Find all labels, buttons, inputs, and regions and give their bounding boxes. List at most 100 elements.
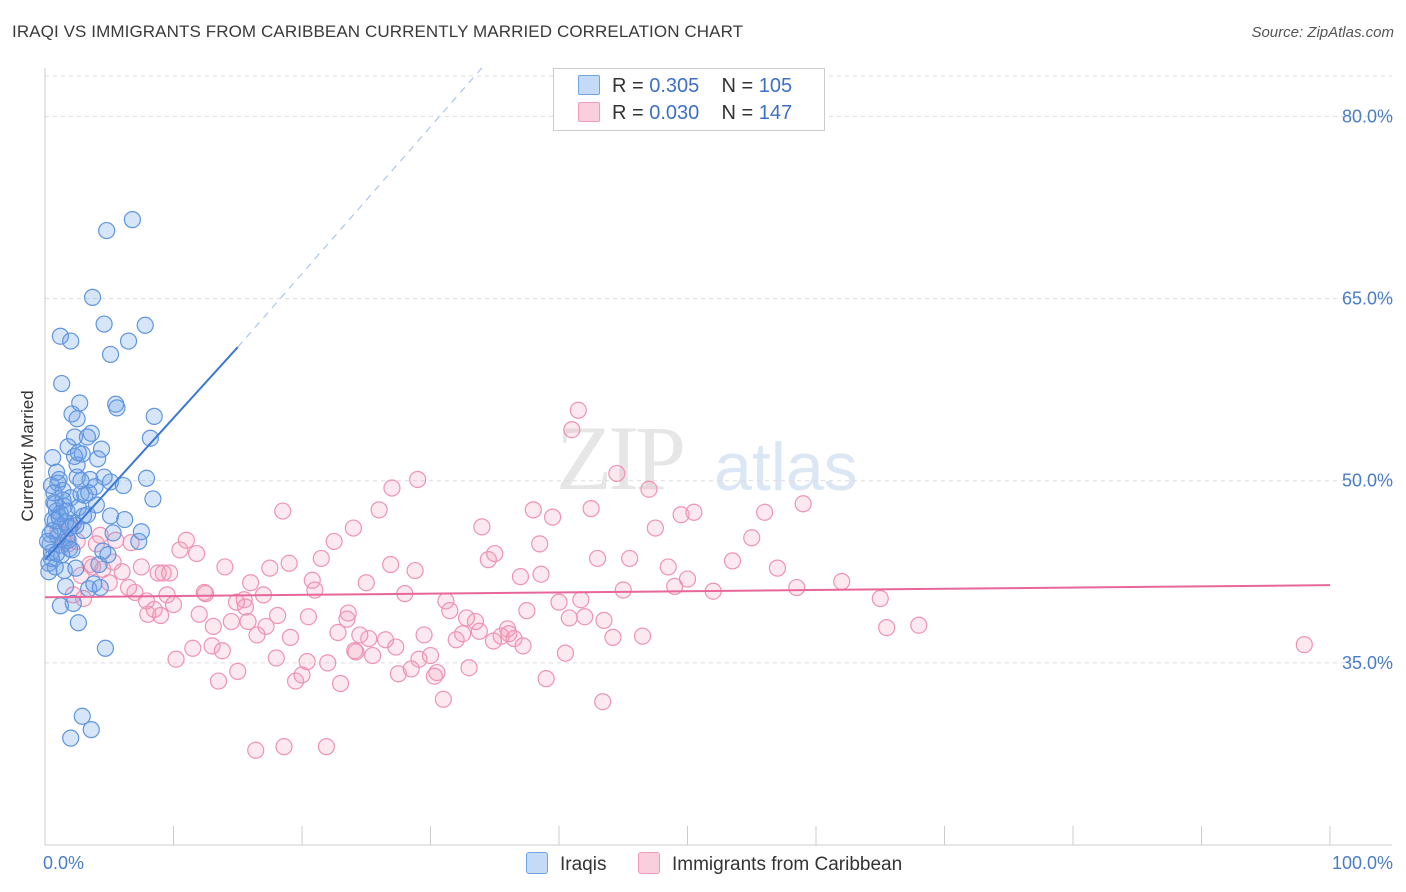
caribbean-point: [621, 549, 639, 568]
iraqi-point: [87, 496, 106, 514]
caribbean-point: [685, 503, 703, 521]
x-tick-label-end: 100.0%: [1332, 853, 1393, 873]
iraqi-trend-extension: [237, 67, 483, 348]
caribbean-point: [470, 622, 488, 640]
iraqi-point: [107, 395, 125, 413]
caribbean-point: [768, 559, 787, 577]
iraqi-point: [56, 577, 75, 595]
caribbean-point: [569, 401, 587, 419]
caribbean-point: [723, 552, 742, 570]
caribbean-point: [640, 480, 658, 498]
caribbean-point: [299, 608, 318, 626]
caribbean-point: [447, 631, 465, 649]
iraqi-point: [144, 490, 162, 508]
caribbean-point: [329, 623, 347, 642]
caribbean-point: [177, 531, 195, 549]
caribbean-point: [161, 564, 179, 582]
y-tick-label: 65.0%: [1342, 289, 1393, 309]
caribbean-point: [514, 637, 532, 655]
caribbean-point: [486, 544, 504, 563]
caribbean-point: [158, 586, 176, 604]
legend-n-value: 105: [758, 75, 793, 97]
caribbean-point: [370, 501, 388, 519]
caribbean-point: [204, 617, 222, 636]
caribbean-point: [257, 617, 275, 636]
iraqi-point: [47, 463, 66, 481]
caribbean-point: [614, 581, 632, 599]
iraqis-legend-icon: [526, 852, 548, 874]
caribbean-point: [236, 598, 255, 616]
iraqi-point: [53, 374, 71, 393]
caribbean-point: [560, 609, 578, 627]
caribbean-point: [74, 589, 93, 608]
caribbean-point: [209, 672, 228, 690]
caribbean-point: [344, 519, 362, 537]
iraqi-point: [86, 478, 104, 496]
legend-n-label: N =: [721, 102, 754, 124]
caribbean-point: [524, 501, 542, 519]
caribbean-point: [154, 564, 172, 582]
caribbean-point: [286, 672, 305, 690]
iraqi-point: [44, 449, 62, 467]
caribbean-point: [164, 595, 183, 614]
caribbean-point: [229, 662, 247, 680]
iraqi-point: [54, 491, 72, 509]
caribbean-point: [646, 519, 664, 537]
caribbean-point: [1295, 636, 1313, 654]
iraqi-point: [68, 410, 86, 428]
caribbean-point: [500, 625, 518, 643]
iraqi-point: [80, 484, 98, 502]
caribbean-point: [325, 532, 343, 551]
iraqi-point: [136, 316, 154, 334]
caribbean-point: [261, 559, 279, 577]
caribbean-point: [383, 479, 401, 497]
caribbean-swatch-icon: [578, 102, 600, 122]
iraqi-points: [38, 211, 163, 747]
caribbean-point: [755, 503, 774, 521]
y-tick-label: 80.0%: [1342, 106, 1393, 126]
iraqi-point: [82, 721, 100, 739]
iraqi-point: [132, 523, 150, 541]
iraqis-swatch-icon: [578, 75, 600, 95]
legend-r-value: 0.305: [649, 75, 700, 97]
caribbean-point: [389, 665, 407, 683]
iraqi-point: [98, 221, 116, 240]
caribbean-point: [227, 593, 246, 611]
caribbean-point: [410, 650, 428, 668]
caribbean-point: [275, 738, 293, 756]
iraqi-point: [116, 510, 134, 529]
iraqi-point: [137, 469, 156, 487]
caribbean-point: [518, 602, 536, 620]
x-tick-label-start: 0.0%: [43, 853, 84, 873]
caribbean-point: [457, 609, 476, 627]
iraqi-point: [101, 507, 120, 525]
caribbean-point: [572, 591, 590, 609]
iraqi-point: [62, 729, 80, 747]
caribbean-trend-line: [44, 584, 1331, 599]
caribbean-point: [454, 625, 472, 643]
iraqi-point: [51, 327, 70, 345]
caribbean-point: [604, 628, 622, 646]
caribbean-point: [633, 627, 652, 645]
caribbean-point: [532, 565, 550, 583]
caribbean-point: [479, 551, 497, 569]
iraqi-point: [64, 594, 82, 612]
caribbean-point: [425, 667, 443, 685]
y-tick-label: 35.0%: [1342, 653, 1393, 673]
iraqi-point: [67, 559, 85, 577]
caribbean-point: [537, 670, 555, 688]
caribbean-point: [167, 650, 185, 668]
caribbean-point: [184, 639, 202, 657]
iraqi-point: [65, 428, 84, 446]
caribbean-point: [152, 606, 170, 625]
caribbean-point: [339, 604, 357, 622]
legend-label-caribbean: Immigrants from Caribbean: [672, 854, 903, 875]
legend-r-value: 0.030: [649, 102, 700, 124]
iraqi-point: [89, 450, 107, 468]
iraqi-point: [145, 407, 163, 425]
caribbean-point: [357, 574, 375, 592]
caribbean-point: [833, 572, 851, 591]
iraqi-point: [130, 532, 148, 551]
caribbean-point: [576, 608, 594, 626]
